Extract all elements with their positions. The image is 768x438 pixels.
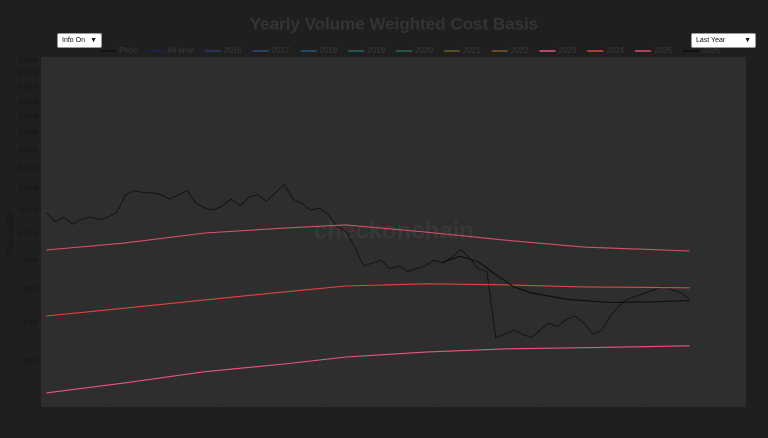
range-dropdown[interactable]: Last Year ▼ xyxy=(691,33,756,48)
legend-label: 2020 xyxy=(415,46,433,55)
legend-label: 2023 xyxy=(558,46,576,55)
legend-label: All-time xyxy=(167,46,194,55)
info-dropdown[interactable]: Info On ▼ xyxy=(57,33,102,48)
dropdown-arrow: ▼ xyxy=(90,37,97,44)
y-tick-label: $150k xyxy=(19,130,39,137)
y-tick-label: $160k xyxy=(19,114,39,121)
series-line xyxy=(442,255,690,304)
x-tick-label: 01 Mar 26 xyxy=(520,408,552,415)
legend-label: 2026 xyxy=(702,46,720,55)
y-tick-label: $180k xyxy=(19,84,39,91)
legend-label: 2018 xyxy=(320,46,338,55)
y-tick-label: $90k xyxy=(23,257,39,264)
y-tick-label: $130k xyxy=(19,165,39,172)
dropdown-label: Info On xyxy=(62,37,85,44)
dropdown-label: Last Year xyxy=(696,37,726,44)
legend-label: 2017 xyxy=(272,46,290,55)
dropdown-arrow: ▼ xyxy=(744,37,751,44)
x-tick-label: 01 Sep 25 xyxy=(201,408,233,415)
y-tick-label: $200k xyxy=(19,58,39,65)
legend-label: 2021 xyxy=(463,46,481,55)
legend-label: 2025 xyxy=(654,46,672,55)
series-line xyxy=(46,224,690,252)
y-tick-label: $190k xyxy=(19,71,39,78)
plot-area xyxy=(41,57,746,407)
x-tick-label: 01 Jan 26 xyxy=(417,408,448,415)
y-tick-label: $70k xyxy=(23,320,39,327)
y-tick-label: $120k xyxy=(19,185,39,192)
legend-label: Price xyxy=(119,46,138,55)
y-tick-label: $140k xyxy=(19,147,39,154)
y-tick-label: $110k xyxy=(19,207,38,214)
legend-label: 2019 xyxy=(367,46,385,55)
legend-label: 2022 xyxy=(511,46,529,55)
legend-label: 2016 xyxy=(224,46,242,55)
series-line xyxy=(46,345,690,394)
y-tick-label: $170k xyxy=(19,98,39,105)
legend-label: 2024 xyxy=(606,46,624,55)
x-tick-label: 01 Jul 25 xyxy=(94,408,123,415)
y-tick-label: $100k xyxy=(19,231,39,238)
y-axis-title: Price (USD) xyxy=(6,210,15,253)
legend: Price All-time 2016 2017 2018 2019 2020 2021 202… xyxy=(100,46,720,55)
y-tick-label: $60k xyxy=(23,358,39,365)
y-tick-label: $80k xyxy=(23,287,39,294)
watermark: checkonchain xyxy=(314,217,474,244)
series-line xyxy=(46,283,690,317)
x-tick-label: 01 Nov 25 xyxy=(309,408,341,415)
chart-title: Yearly Volume Weighted Cost Basis xyxy=(250,14,538,33)
x-tick-label: 01 May 26 xyxy=(627,408,660,415)
series-line xyxy=(45,183,690,339)
